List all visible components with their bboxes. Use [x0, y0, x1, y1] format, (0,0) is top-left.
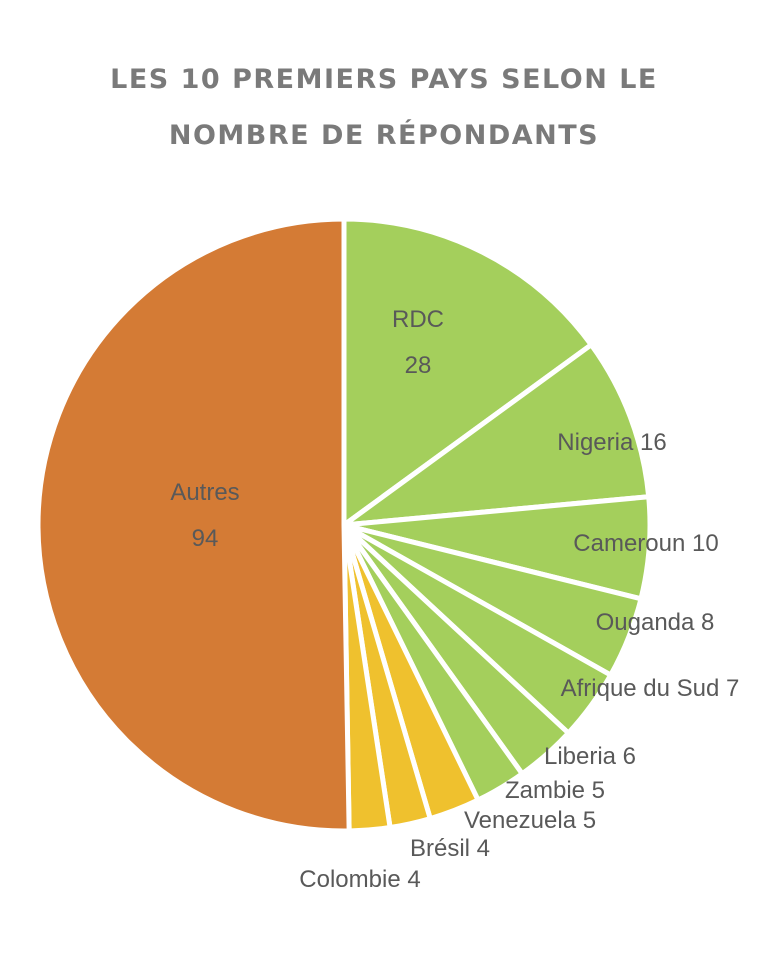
chart-title-line-2: NOMBRE DE RÉPONDANTS — [168, 120, 600, 151]
slice-label-afrique-du-sud: Afrique du Sud 7 — [561, 675, 740, 702]
slice-label-zambie: Zambie 5 — [505, 777, 605, 804]
pie-slices — [35, 216, 653, 834]
slice-label-colombie: Colombie 4 — [299, 866, 420, 893]
chart-title-line-1: LES 10 PREMIERS PAYS SELON LE — [110, 64, 658, 95]
pie-slice-nigeria — [341, 342, 652, 528]
chart-title: LES 10 PREMIERS PAYS SELON LE NOMBRE DE … — [0, 52, 768, 164]
pie-labels: RDC 28 Nigeria 16 Cameroun 10 Ouganda 8 Afriq… — [170, 306, 739, 893]
pie-slice-rdc — [341, 216, 594, 528]
slice-label-autres: Autres — [170, 479, 239, 506]
slice-label-nigeria: Nigeria 16 — [557, 429, 666, 456]
slice-label-cameroun: Cameroun 10 — [573, 530, 718, 557]
slice-label-rdc: RDC — [392, 306, 444, 333]
slice-label-ouganda: Ouganda 8 — [596, 609, 715, 636]
slice-label-br-sil: Brésil 4 — [410, 835, 490, 862]
slice-value-autres: 94 — [192, 525, 219, 552]
slice-value-rdc: 28 — [405, 352, 432, 379]
pie-slice-autres — [35, 216, 352, 834]
slice-label-venezuela: Venezuela 5 — [464, 807, 596, 834]
slice-label-liberia: Liberia 6 — [544, 743, 636, 770]
